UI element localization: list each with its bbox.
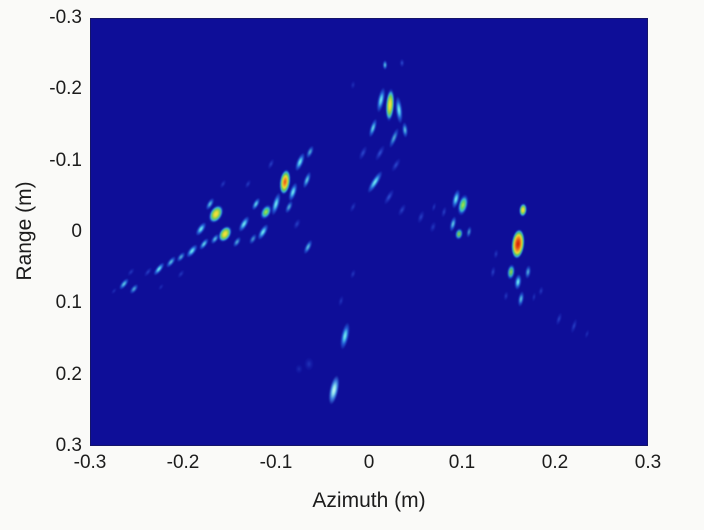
scatterer-blob — [364, 168, 385, 195]
scatterer-blob — [301, 238, 314, 256]
scatterer-blob — [266, 157, 277, 171]
scatterer-blob — [156, 282, 165, 291]
scatterer-blob — [389, 156, 403, 173]
scatterer-blob — [249, 196, 262, 212]
x-tick-label: -0.3 — [73, 452, 107, 473]
scatterer-blob — [295, 364, 304, 375]
x-tick-label: -0.1 — [259, 452, 293, 473]
x-tick-label: 0.1 — [448, 452, 476, 473]
scatterer-blob — [293, 151, 308, 173]
scatterer-blob — [349, 268, 358, 280]
scatterer-blob — [236, 214, 252, 234]
scatterer-blob — [489, 265, 497, 279]
scatterer-blob — [204, 202, 227, 227]
scatterer-blob — [125, 266, 137, 278]
scatterer-blob — [449, 188, 462, 211]
scatterer-blob — [509, 228, 526, 261]
scatterer-blob — [292, 217, 303, 231]
scatterer-blob — [184, 242, 201, 260]
scatterer-blob — [554, 311, 564, 327]
scatterer-blob — [464, 225, 473, 238]
scatterer-blob — [278, 167, 293, 196]
scatterer-blob — [164, 254, 178, 269]
scatterer-blob — [399, 58, 405, 67]
scatterer-blob — [151, 261, 167, 278]
scatterer-blob — [257, 202, 274, 222]
scatterer-blob — [537, 285, 545, 297]
scatterer-blob — [303, 356, 314, 371]
x-tick-label: -0.2 — [166, 452, 200, 473]
scatterer-blob — [348, 200, 359, 214]
scatterer-blob — [255, 222, 271, 242]
y-tick-label: 0.1 — [55, 292, 82, 314]
scatterer-blob — [197, 236, 211, 252]
scatterer-blob — [430, 201, 438, 213]
scatterer-blob — [583, 328, 591, 340]
x-tick-label: 0 — [363, 452, 375, 473]
scatterer-blob — [415, 209, 427, 225]
plot-area — [90, 18, 648, 446]
scatterer-blob — [247, 232, 259, 247]
scatterer-blob — [530, 291, 537, 303]
scatterer-blob — [447, 215, 458, 233]
scatterer-blob — [516, 290, 525, 308]
scatterer-blob — [492, 249, 499, 260]
scatterer-blob — [116, 276, 131, 292]
scatterer-blob — [568, 317, 579, 335]
y-tick-label: -0.3 — [49, 7, 82, 28]
scatterer-blob — [193, 220, 209, 239]
scatterer-blob — [401, 121, 410, 138]
scatterer-blob — [381, 188, 396, 207]
x-tick-label: 0.2 — [541, 452, 569, 473]
scatterer-blob — [506, 263, 517, 281]
scatterer-blob — [326, 374, 342, 406]
scatterer-blob — [243, 178, 253, 190]
scatterer-blob — [518, 202, 529, 218]
scatterer-blob — [203, 196, 217, 212]
scatterer-blob — [428, 220, 438, 234]
scatterer-blob — [286, 181, 300, 203]
scatterer-blob — [513, 273, 523, 290]
scatterer-blob — [218, 178, 228, 190]
scatterer-blob — [231, 234, 243, 249]
y-tick-label: 0.2 — [55, 363, 82, 385]
scatterer-blob — [127, 282, 140, 296]
scatterer-blob — [454, 227, 465, 242]
y-tick-label: 0.3 — [55, 435, 82, 456]
scatterer-blob — [383, 88, 396, 123]
scatterer-blob — [373, 143, 388, 163]
scatterer-blob — [350, 79, 357, 90]
scatterer-blob — [338, 321, 352, 351]
scatterer-blob — [300, 170, 313, 189]
scatterer-blob — [382, 60, 388, 71]
x-axis-label: Azimuth (m) — [312, 489, 426, 512]
scatterer-blob — [142, 265, 154, 278]
scatterer-blob — [175, 249, 188, 264]
scatterer-blob — [366, 117, 379, 139]
scatterer-blob — [387, 126, 402, 150]
scatterer-blob — [502, 290, 510, 302]
scatterer-blob — [303, 144, 316, 160]
scatterer-blob — [208, 232, 221, 246]
scatterer-blob — [375, 86, 388, 114]
scatterer-blob — [455, 193, 471, 218]
y-tick-label: 0 — [71, 221, 82, 242]
scatterer-blob — [337, 295, 346, 308]
scatterer-blob — [176, 268, 187, 280]
y-tick-label: -0.2 — [49, 78, 82, 100]
scatterer-blob — [524, 264, 533, 280]
scatterer-blob — [440, 205, 449, 219]
scatterer-blob — [283, 199, 295, 215]
y-tick-label: -0.1 — [49, 149, 82, 171]
scatterer-blob — [269, 191, 283, 217]
scatterer-blob — [110, 287, 119, 296]
scatterer-blob — [356, 144, 369, 162]
scatterer-blob — [395, 202, 408, 218]
scatterer-blob — [393, 95, 404, 124]
scatterer-blob — [215, 223, 235, 246]
x-tick-label: 0.3 — [634, 452, 662, 473]
